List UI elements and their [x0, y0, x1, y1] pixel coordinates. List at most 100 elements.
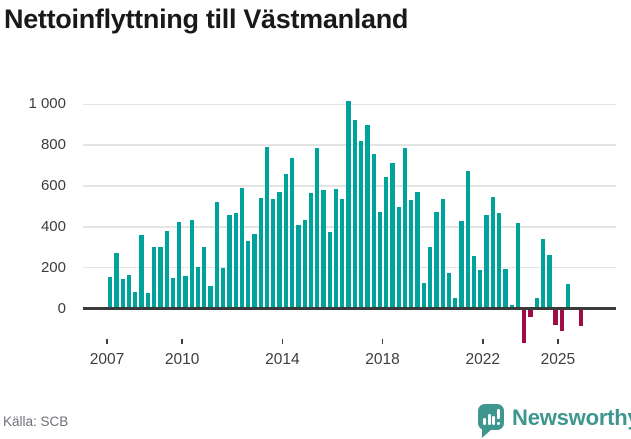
y-axis-label: 400: [40, 217, 66, 235]
x-tick: [106, 339, 108, 344]
chart-title: Nettoinflyttning till Västmanland: [4, 4, 409, 34]
bar: [534, 298, 539, 309]
x-tick-label: 2022: [465, 351, 500, 368]
bar: [578, 308, 583, 326]
newsworthy-logo-pin-tail: [482, 429, 492, 438]
bar: [384, 176, 389, 309]
x-tick-label: 2018: [365, 351, 400, 368]
bar: [421, 282, 427, 309]
bar: [164, 230, 169, 309]
x-tick: [281, 339, 284, 344]
bar: [239, 188, 245, 309]
bar: [346, 101, 351, 309]
bar: [352, 119, 358, 309]
bar: [428, 247, 433, 309]
bar: [559, 308, 565, 331]
bar: [296, 224, 301, 309]
bar: [308, 193, 314, 309]
bar: [258, 198, 263, 309]
bar: [302, 219, 307, 309]
bar: [446, 272, 452, 309]
x-tick: [181, 339, 183, 344]
y-axis-label: 0: [57, 299, 66, 317]
bar: [227, 214, 232, 309]
source-label: Källa: SCB: [3, 414, 69, 429]
bar: [440, 199, 445, 309]
bar: [327, 231, 332, 309]
bar: [540, 239, 546, 309]
bar: [515, 222, 521, 309]
bar: [195, 266, 201, 309]
bar: [220, 267, 226, 309]
bar: [214, 202, 219, 309]
bar: [246, 241, 251, 309]
bar: [158, 247, 163, 309]
bar: [271, 199, 276, 309]
bar: [547, 255, 552, 309]
bar: [490, 197, 496, 309]
x-tick: [481, 339, 484, 344]
bar: [177, 221, 182, 309]
bar: [183, 275, 188, 309]
bar: [415, 192, 420, 309]
y-axis-label: 200: [40, 258, 66, 276]
bar: [390, 162, 395, 309]
bar: [114, 253, 119, 309]
bar: [189, 219, 194, 309]
bar: [434, 211, 439, 309]
y-axis-label: 800: [40, 136, 66, 154]
bar: [233, 212, 238, 309]
newsworthy-logo-icon: [478, 404, 504, 430]
bar: [566, 284, 571, 309]
x-tick: [381, 339, 384, 344]
bar: [264, 147, 270, 309]
bar: [471, 256, 477, 309]
bar: [120, 278, 125, 309]
bar: [509, 305, 514, 309]
bar: [139, 235, 144, 309]
newsworthy-wordmark: Newsworthy: [512, 405, 631, 430]
bar: [365, 124, 370, 309]
bar: [315, 148, 320, 309]
bar: [465, 170, 470, 309]
bar: [321, 190, 326, 309]
x-tick-label: 2007: [89, 351, 125, 368]
bar: [252, 234, 257, 309]
bar: [409, 200, 414, 309]
bar: [478, 269, 483, 309]
bar: [402, 148, 408, 309]
bar: [151, 247, 157, 309]
bar: [484, 214, 489, 309]
bar: [522, 308, 527, 344]
bar: [170, 277, 176, 309]
bar: [503, 268, 508, 309]
bar: [371, 154, 376, 309]
newsworthy-logo[interactable]: Newsworthy: [476, 402, 631, 438]
bar: [126, 274, 132, 309]
bar: [289, 158, 295, 309]
bar: [333, 189, 339, 309]
bar: [459, 220, 464, 309]
bar: [497, 212, 502, 309]
x-tick-label: 2014: [265, 351, 300, 368]
bar: [396, 207, 401, 309]
bar: [108, 276, 113, 309]
bar: [377, 211, 383, 309]
x-tick: [557, 339, 559, 344]
x-axis-line: [83, 307, 616, 310]
x-tick-label: 2010: [164, 351, 200, 368]
bar: [208, 286, 213, 309]
bar: [553, 308, 558, 325]
bar: [277, 192, 282, 309]
y-axis-label: 600: [40, 177, 66, 195]
y-axis-label: 1 000: [28, 95, 66, 113]
bar: [145, 293, 150, 309]
bar: [340, 199, 345, 309]
bar: [202, 247, 207, 309]
x-tick-label: 2025: [540, 351, 576, 368]
bar: [453, 298, 458, 309]
bar: [133, 292, 138, 309]
bar: [358, 141, 364, 309]
